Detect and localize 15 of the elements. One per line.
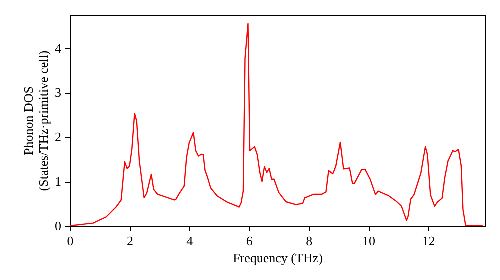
y-tick-label: 0 [55, 218, 62, 234]
y-axis-title: Phonon DOS (States/THz·primitive cell) [21, 50, 51, 192]
y-tick-label: 2 [55, 130, 62, 145]
line-series [70, 23, 484, 226]
x-axis-title: Frequency (THz) [233, 250, 323, 266]
x-tick-label: 4 [186, 234, 194, 248]
x-tick-label: 2 [126, 234, 134, 248]
y-tick-label: 1 [55, 174, 62, 190]
x-tick-label: 8 [306, 234, 313, 248]
y-tick-label: 3 [55, 85, 62, 100]
x-tick-label: 0 [67, 234, 74, 248]
x-tick-label: 10 [362, 234, 376, 248]
x-tick-label: 6 [246, 234, 254, 248]
x-tick-label: 12 [422, 234, 436, 248]
y-tick-label: 4 [55, 40, 62, 56]
